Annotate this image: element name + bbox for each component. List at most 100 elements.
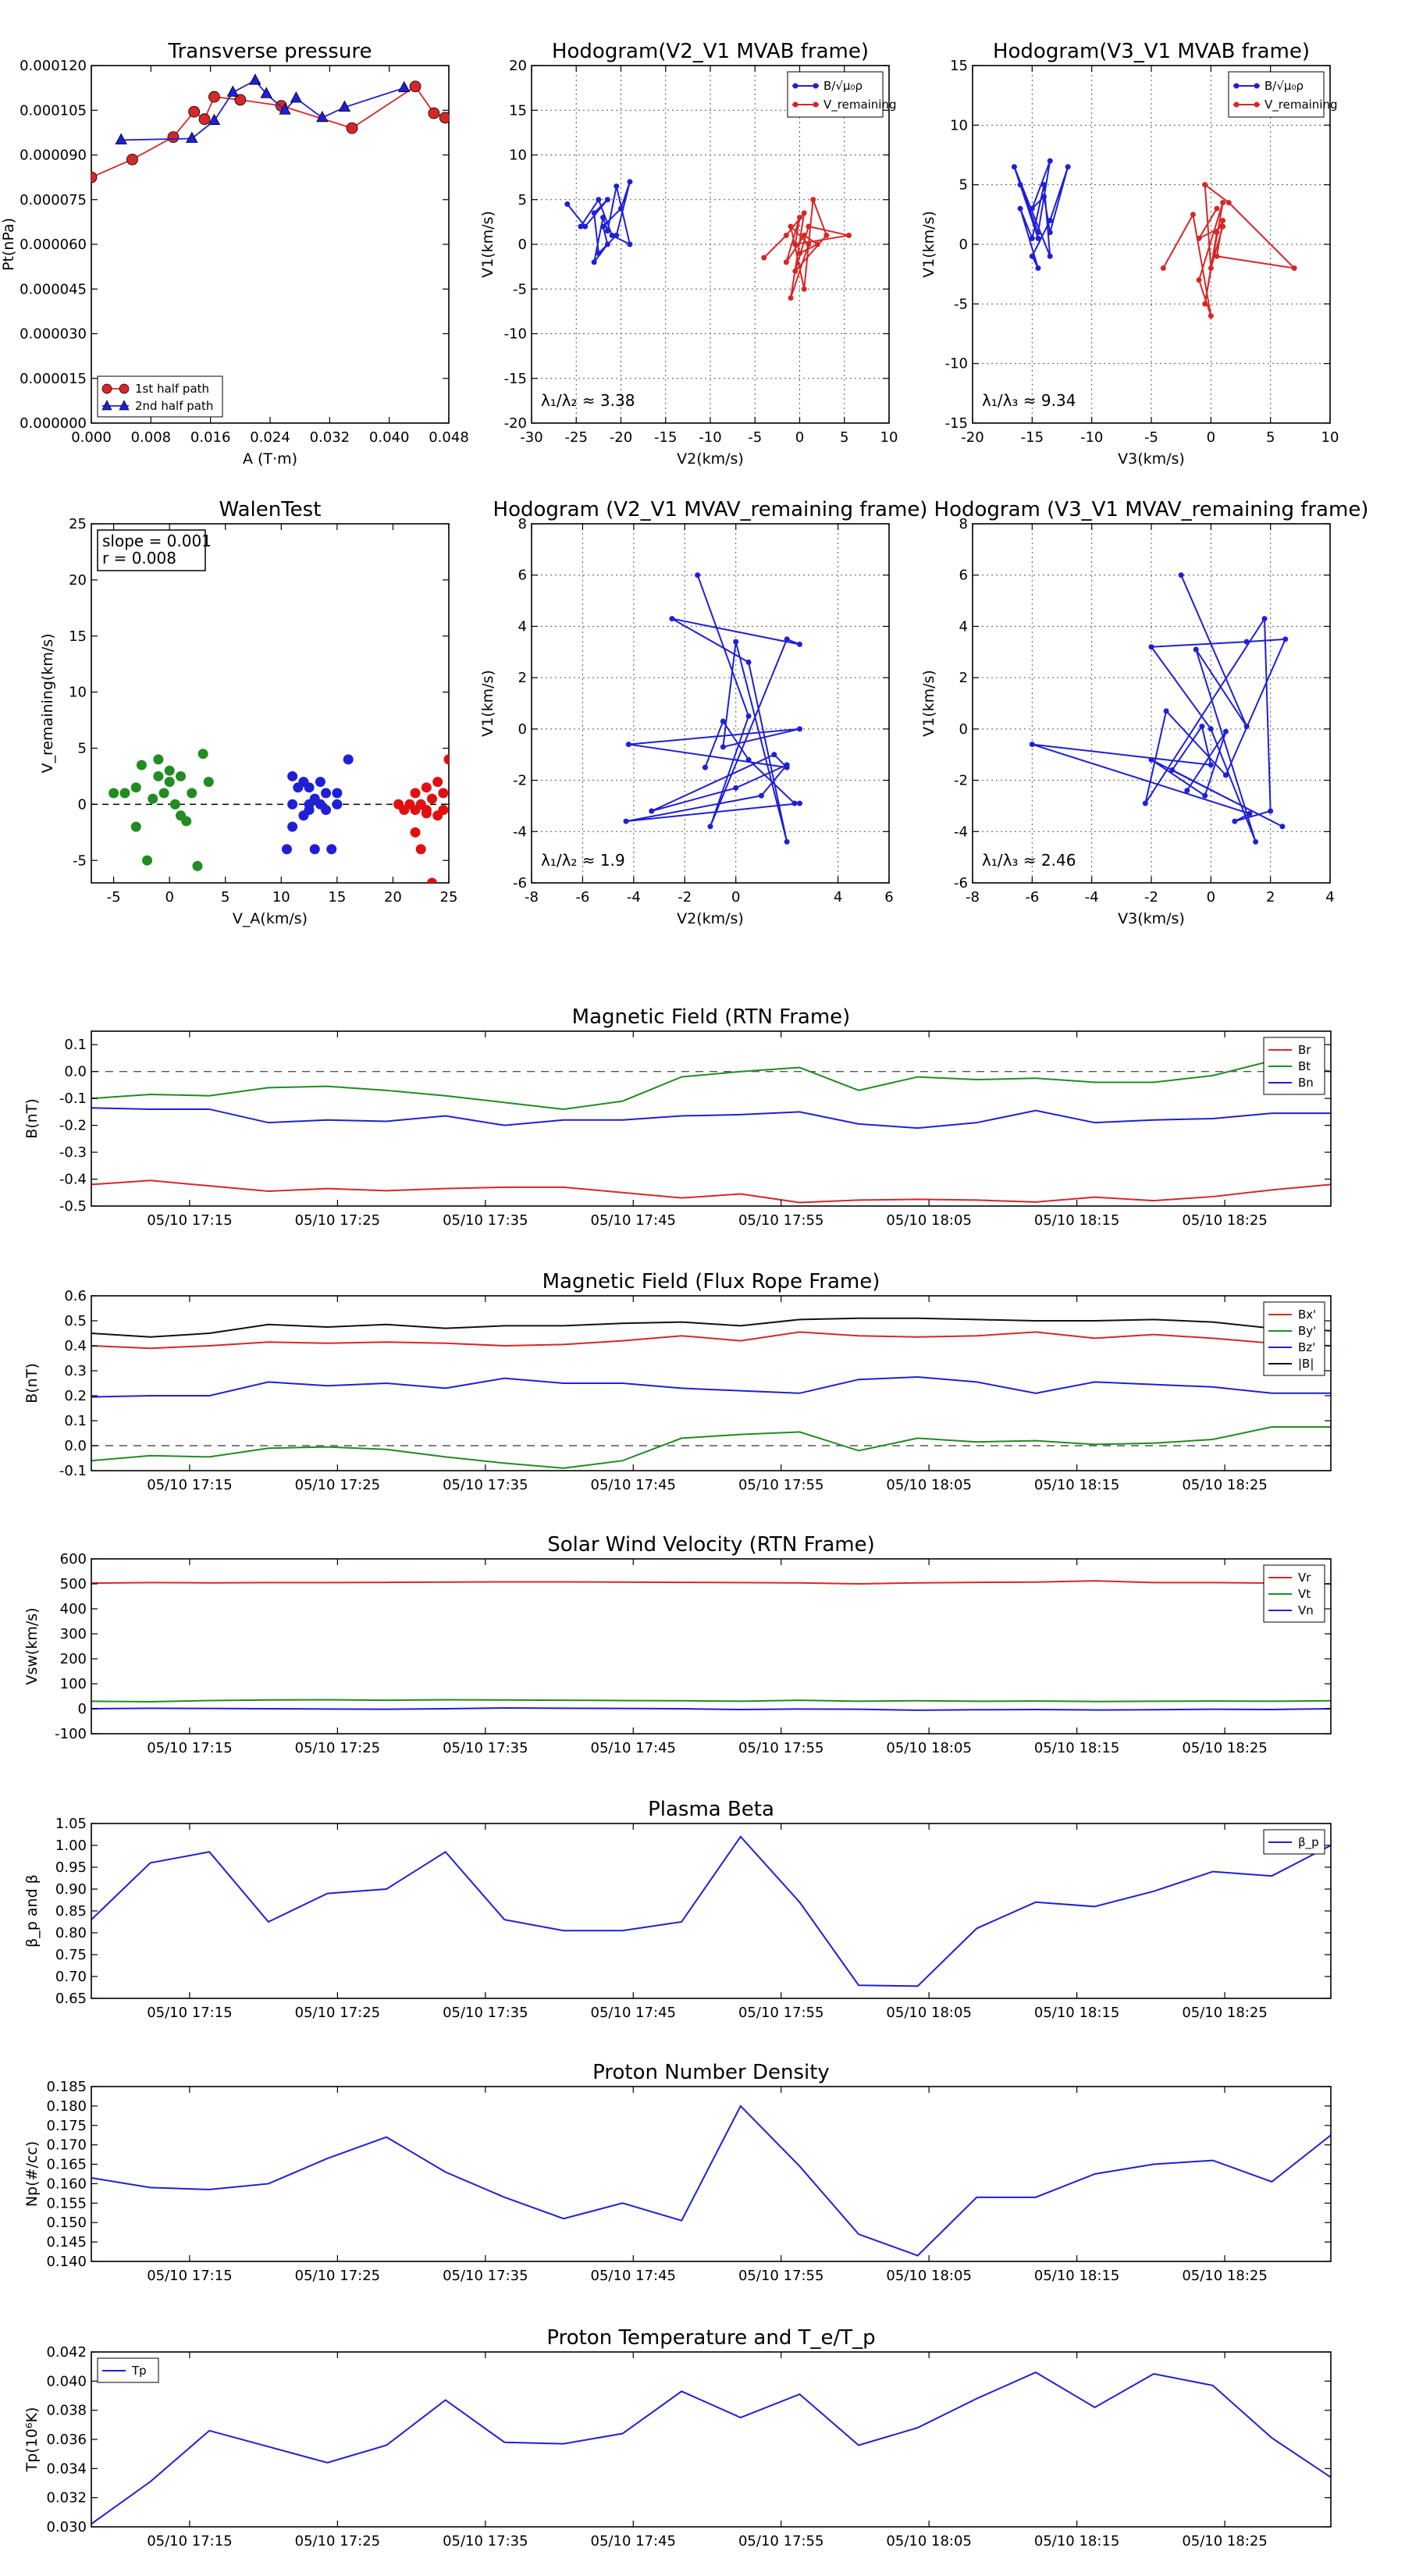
data-point — [421, 808, 432, 819]
data-point — [604, 228, 610, 234]
y-tick-label: 15 — [509, 102, 527, 119]
y-tick-label: -100 — [55, 1726, 87, 1742]
data-point — [1047, 253, 1053, 259]
x-tick-label: 05/10 17:15 — [147, 2005, 232, 2021]
legend-label: Br — [1298, 1043, 1311, 1057]
x-axis-label: A (T·m) — [243, 450, 297, 468]
y-axis-label: V1(km/s) — [479, 211, 496, 278]
x-tick-label: -6 — [1025, 889, 1039, 906]
data-point — [398, 80, 411, 93]
panel-7: -0.1 0.0 0.1 0.2 0.3 0.4 0.5 0.6 05/10 17:15 05/1… — [23, 1270, 1332, 1493]
legend-label: 2nd half path — [135, 399, 213, 413]
axes-frame — [91, 1823, 1332, 1999]
x-tick-label: 05/10 17:15 — [147, 2533, 232, 2549]
x-tick-label: 05/10 17:45 — [591, 1740, 676, 1756]
data-point — [600, 215, 606, 221]
y-tick-label: 0.85 — [55, 1903, 87, 1920]
data-point — [1243, 639, 1250, 645]
x-tick-label: 05/10 17:25 — [295, 2268, 380, 2284]
y-tick-label: -15 — [504, 371, 527, 387]
data-point — [695, 572, 701, 578]
axes-frame — [531, 523, 890, 884]
y-tick-label: 0.185 — [46, 2079, 87, 2095]
y-tick-label: -2 — [513, 773, 527, 789]
y-tick-label: 0.034 — [46, 2460, 87, 2477]
data-point — [1029, 742, 1035, 748]
y-axis-label: V1(km/s) — [920, 670, 937, 737]
x-axis-label: V2(km/s) — [677, 910, 744, 927]
data-point — [1202, 301, 1208, 307]
data-point — [1208, 726, 1214, 732]
y-tick-label: -2 — [954, 773, 968, 789]
data-point — [733, 639, 739, 645]
x-tick-label: 05/10 18:25 — [1182, 2268, 1267, 2284]
x-tick-label: -4 — [627, 889, 641, 906]
panel-9: 0.65 0.70 0.75 0.80 0.85 0.90 0.95 1.00 1.05 05/1… — [23, 1798, 1332, 2021]
data-point — [181, 816, 192, 827]
legend-marker — [813, 101, 819, 108]
legend-marker — [101, 400, 112, 411]
legend-marker — [792, 83, 799, 89]
data-point — [582, 223, 589, 229]
data-point — [164, 777, 175, 788]
data-point — [287, 770, 298, 781]
x-tick-label: 05/10 17:45 — [591, 2005, 676, 2021]
y-tick-label: -5 — [513, 281, 527, 297]
x-tick-label: 05/10 17:35 — [443, 2268, 528, 2284]
data-point — [578, 223, 584, 229]
y-tick-label: 4 — [518, 618, 527, 635]
data-point — [797, 215, 802, 221]
x-axis-label: V2(km/s) — [677, 450, 744, 468]
data-point — [1011, 164, 1017, 170]
legend-label: By' — [1298, 1324, 1316, 1338]
data-point — [745, 659, 752, 665]
y-axis-label: V_remaining(km/s) — [39, 633, 56, 773]
y-tick-label: 0.65 — [55, 1991, 87, 2007]
data-point — [126, 153, 138, 165]
data-point — [1142, 800, 1148, 806]
data-point — [332, 799, 343, 809]
legend-label: Bn — [1298, 1076, 1314, 1090]
data-layer — [623, 572, 802, 845]
data-point — [1208, 313, 1214, 319]
y-axis-label: Pt(nPa) — [0, 218, 17, 271]
data-point — [176, 770, 186, 781]
y-tick-label: 0.000105 — [20, 102, 87, 119]
data-point — [1196, 277, 1202, 283]
y-tick-label: 25 — [69, 516, 87, 532]
data-layer — [91, 1580, 1331, 1711]
legend-label: Bz' — [1298, 1340, 1315, 1354]
legend-marker — [792, 101, 799, 108]
data-point — [164, 765, 175, 776]
chart-title: Hodogram (V3_V1 MVAV_remaining frame) — [934, 498, 1369, 521]
y-tick-label: -6 — [513, 875, 527, 891]
data-point — [186, 131, 198, 143]
x-tick-label: 05/10 18:25 — [1182, 1740, 1267, 1756]
y-tick-label: 0.170 — [46, 2137, 87, 2154]
data-point — [1208, 762, 1214, 768]
data-point — [415, 844, 426, 855]
chart-title: WalenTest — [219, 498, 322, 521]
data-point — [1202, 792, 1208, 799]
x-tick-label: 05/10 17:55 — [738, 1212, 823, 1229]
y-tick-label: 0.000030 — [20, 326, 87, 343]
x-tick-label: -20 — [610, 429, 632, 446]
y-tick-label: 6 — [959, 568, 968, 584]
data-point — [1029, 253, 1035, 259]
data-point — [1220, 200, 1226, 206]
data-point — [410, 805, 421, 816]
data-point — [707, 824, 713, 830]
y-tick-label: 0.75 — [55, 1947, 87, 1963]
data-point — [1222, 728, 1229, 735]
x-tick-label: 05/10 17:55 — [738, 2268, 823, 2284]
data-point — [91, 171, 98, 183]
y-tick-label: 10 — [69, 685, 87, 701]
data-point — [614, 233, 620, 239]
series-line-Tp — [91, 2371, 1331, 2525]
x-tick-label: 05/10 17:25 — [295, 2533, 380, 2549]
ratio-annotation: λ₁/λ₂ ≈ 1.9 — [541, 851, 625, 870]
y-tick-label: 0.145 — [46, 2234, 87, 2250]
y-tick-label: 5 — [959, 177, 968, 194]
data-point — [1193, 646, 1199, 653]
series-line-0 — [1032, 575, 1287, 842]
